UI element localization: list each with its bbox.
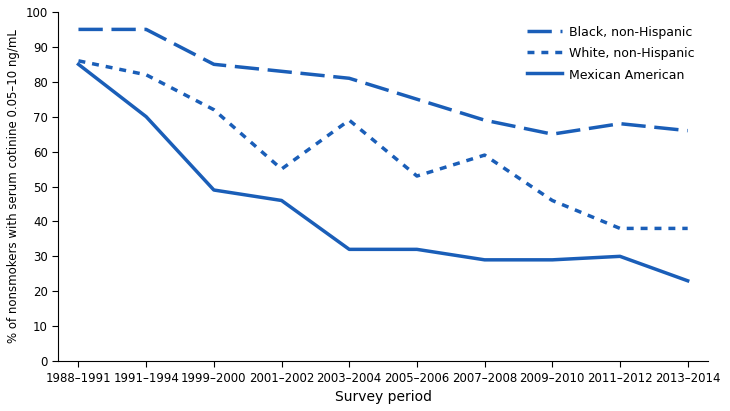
Line: Black, non-Hispanic: Black, non-Hispanic	[78, 30, 688, 134]
Line: Mexican American: Mexican American	[78, 64, 688, 281]
Mexican American	[142, 114, 150, 119]
White, non-Hispanic	[345, 118, 353, 122]
Black, non-Hispanic	[277, 69, 286, 74]
Line: White, non-Hispanic: White, non-Hispanic	[78, 61, 688, 229]
Black, non-Hispanic	[683, 128, 692, 133]
Black, non-Hispanic	[142, 27, 150, 32]
Legend: Black, non-Hispanic, White, non-Hispanic, Mexican American: Black, non-Hispanic, White, non-Hispanic…	[520, 18, 702, 89]
Black, non-Hispanic	[548, 132, 557, 136]
Mexican American	[615, 254, 624, 259]
X-axis label: Survey period: Survey period	[334, 390, 431, 404]
Mexican American	[548, 257, 557, 262]
White, non-Hispanic	[683, 226, 692, 231]
Black, non-Hispanic	[480, 118, 489, 122]
White, non-Hispanic	[74, 58, 82, 63]
White, non-Hispanic	[480, 152, 489, 157]
Mexican American	[412, 247, 421, 252]
Y-axis label: % of nonsmokers with serum cotinine 0.05–10 ng/mL: % of nonsmokers with serum cotinine 0.05…	[7, 30, 20, 344]
Black, non-Hispanic	[210, 62, 218, 67]
Black, non-Hispanic	[412, 97, 421, 102]
Mexican American	[277, 198, 286, 203]
Black, non-Hispanic	[74, 27, 82, 32]
White, non-Hispanic	[615, 226, 624, 231]
White, non-Hispanic	[142, 72, 150, 77]
Mexican American	[683, 278, 692, 283]
White, non-Hispanic	[210, 107, 218, 112]
White, non-Hispanic	[412, 173, 421, 178]
Mexican American	[480, 257, 489, 262]
Mexican American	[74, 62, 82, 67]
White, non-Hispanic	[548, 198, 557, 203]
Black, non-Hispanic	[345, 76, 353, 81]
Black, non-Hispanic	[615, 121, 624, 126]
White, non-Hispanic	[277, 166, 286, 171]
Mexican American	[210, 187, 218, 192]
Mexican American	[345, 247, 353, 252]
